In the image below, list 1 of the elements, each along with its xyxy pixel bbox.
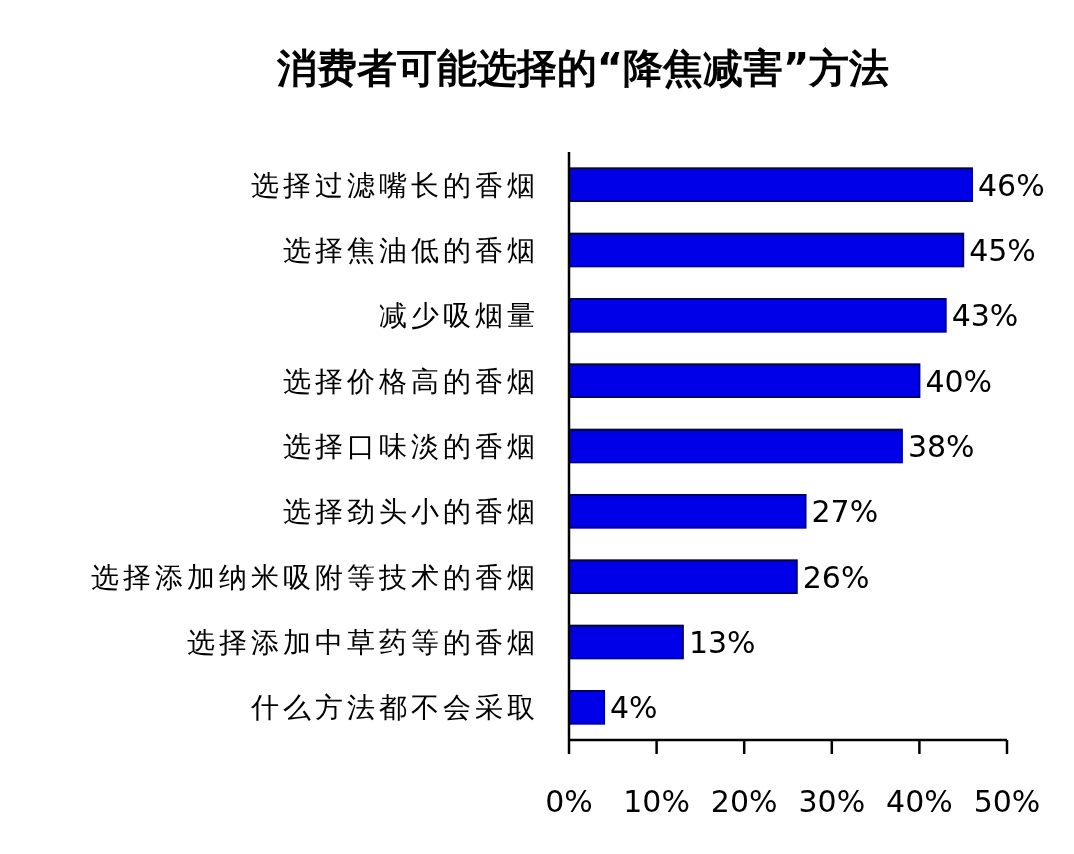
title: 消费者可能选择的“降焦减害”方法 [276,45,890,91]
